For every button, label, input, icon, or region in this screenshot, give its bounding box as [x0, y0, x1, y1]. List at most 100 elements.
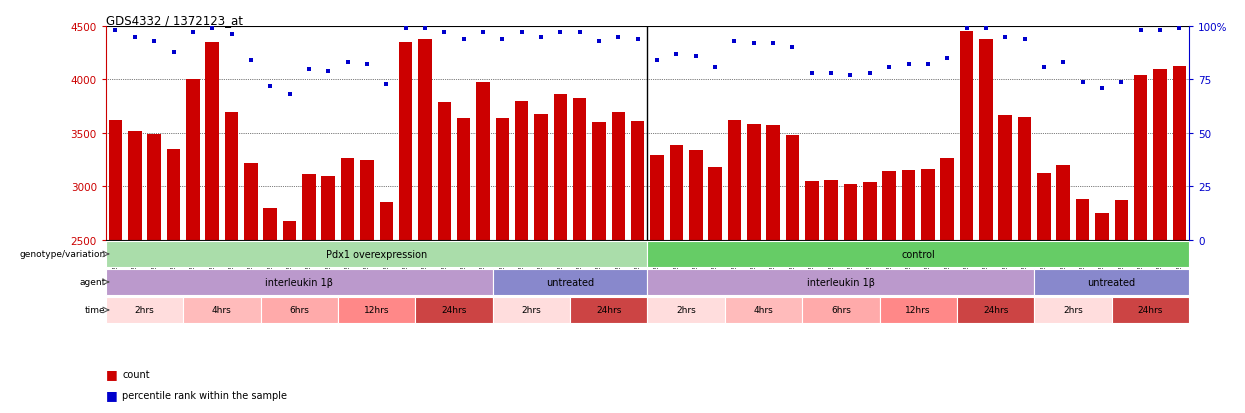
- Bar: [321, 176, 335, 240]
- Bar: [593, 123, 606, 240]
- Bar: [416, 297, 493, 323]
- Bar: [260, 297, 337, 323]
- Bar: [186, 80, 199, 240]
- Bar: [631, 122, 645, 240]
- Text: 24hrs: 24hrs: [596, 306, 621, 315]
- Bar: [647, 297, 725, 323]
- Bar: [647, 242, 1189, 267]
- Text: Pdx1 overexpression: Pdx1 overexpression: [326, 249, 427, 259]
- Bar: [1057, 166, 1069, 240]
- Bar: [515, 102, 528, 240]
- Bar: [554, 95, 568, 240]
- Bar: [128, 131, 142, 240]
- Text: 2hrs: 2hrs: [134, 306, 154, 315]
- Bar: [108, 121, 122, 240]
- Text: 6hrs: 6hrs: [289, 306, 309, 315]
- Bar: [863, 183, 876, 240]
- Bar: [786, 136, 799, 240]
- Bar: [1035, 297, 1112, 323]
- Bar: [225, 112, 238, 240]
- Bar: [1096, 214, 1109, 240]
- Bar: [106, 297, 183, 323]
- Bar: [1153, 69, 1167, 240]
- Text: 2hrs: 2hrs: [676, 306, 696, 315]
- Bar: [879, 297, 957, 323]
- Bar: [380, 203, 393, 240]
- Text: percentile rank within the sample: percentile rank within the sample: [122, 390, 288, 400]
- Bar: [960, 32, 974, 240]
- Bar: [1018, 118, 1031, 240]
- Bar: [437, 103, 451, 240]
- Text: 2hrs: 2hrs: [1063, 306, 1083, 315]
- Text: 24hrs: 24hrs: [1138, 306, 1163, 315]
- Bar: [205, 43, 219, 240]
- Bar: [1112, 297, 1189, 323]
- Bar: [570, 297, 647, 323]
- Bar: [573, 98, 586, 240]
- Bar: [167, 150, 181, 240]
- Bar: [283, 221, 296, 240]
- Bar: [264, 208, 276, 240]
- Bar: [1037, 173, 1051, 240]
- Bar: [341, 158, 355, 240]
- Bar: [806, 182, 818, 240]
- Bar: [708, 168, 722, 240]
- Bar: [337, 297, 416, 323]
- Bar: [998, 116, 1012, 240]
- Text: 4hrs: 4hrs: [753, 306, 773, 315]
- Bar: [1076, 200, 1089, 240]
- Text: interleukin 1β: interleukin 1β: [807, 277, 875, 287]
- Text: GDS4332 / 1372123_at: GDS4332 / 1372123_at: [106, 14, 243, 27]
- Bar: [727, 121, 741, 240]
- Bar: [360, 160, 373, 240]
- Text: 12hrs: 12hrs: [905, 306, 931, 315]
- Text: time: time: [85, 306, 106, 315]
- Bar: [940, 158, 954, 240]
- Bar: [418, 40, 432, 240]
- Bar: [147, 135, 161, 240]
- Bar: [844, 185, 858, 240]
- Bar: [611, 112, 625, 240]
- Text: control: control: [901, 249, 935, 259]
- Bar: [725, 297, 802, 323]
- Bar: [767, 126, 779, 240]
- Bar: [244, 164, 258, 240]
- Bar: [1134, 76, 1148, 240]
- Text: agent: agent: [80, 278, 106, 287]
- Bar: [647, 269, 1035, 295]
- Bar: [477, 82, 489, 240]
- Bar: [921, 170, 935, 240]
- Text: 24hrs: 24hrs: [441, 306, 467, 315]
- Bar: [1114, 201, 1128, 240]
- Bar: [496, 119, 509, 240]
- Text: untreated: untreated: [1088, 277, 1135, 287]
- Bar: [1035, 269, 1189, 295]
- Bar: [1173, 66, 1186, 240]
- Bar: [688, 151, 702, 240]
- Text: 24hrs: 24hrs: [982, 306, 1008, 315]
- Text: ■: ■: [106, 388, 117, 401]
- Text: count: count: [122, 370, 149, 380]
- Text: 6hrs: 6hrs: [830, 306, 850, 315]
- Bar: [106, 269, 493, 295]
- Bar: [747, 125, 761, 240]
- Text: untreated: untreated: [547, 277, 594, 287]
- Bar: [802, 297, 879, 323]
- Text: ■: ■: [106, 367, 117, 380]
- Bar: [670, 145, 684, 240]
- Bar: [979, 40, 992, 240]
- Bar: [493, 297, 570, 323]
- Text: genotype/variation: genotype/variation: [20, 250, 106, 259]
- Bar: [493, 269, 647, 295]
- Bar: [650, 156, 664, 240]
- Bar: [303, 174, 316, 240]
- Bar: [883, 172, 896, 240]
- Bar: [457, 119, 471, 240]
- Text: 4hrs: 4hrs: [212, 306, 232, 315]
- Text: 2hrs: 2hrs: [522, 306, 542, 315]
- Bar: [183, 297, 260, 323]
- Bar: [901, 171, 915, 240]
- Bar: [534, 114, 548, 240]
- Bar: [957, 297, 1035, 323]
- Bar: [398, 43, 412, 240]
